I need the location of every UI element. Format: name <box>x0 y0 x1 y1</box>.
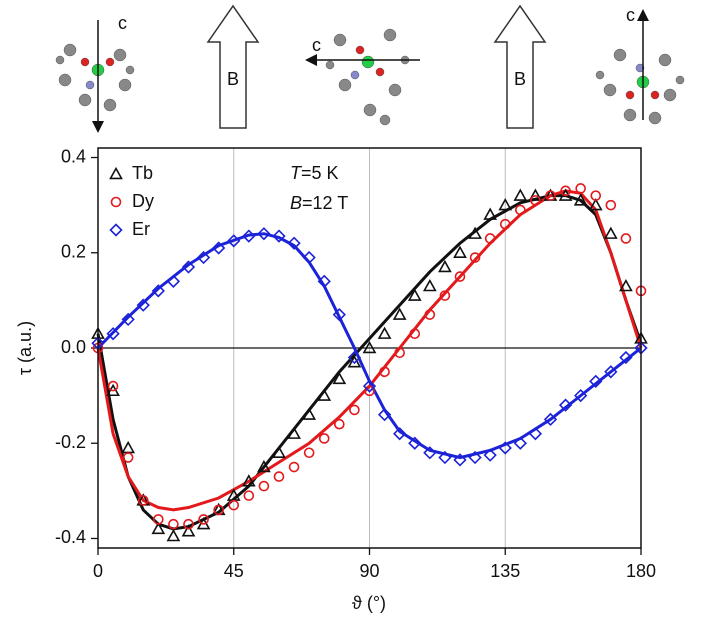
annotation-symbol: B <box>290 193 302 213</box>
axis-label-c: c <box>118 13 127 33</box>
marker <box>320 434 329 443</box>
molecule <box>56 44 134 111</box>
marker <box>169 520 178 529</box>
axis-label-c: c <box>312 35 321 55</box>
marker <box>305 448 314 457</box>
y-tick-label: -0.4 <box>55 527 86 547</box>
marker <box>259 482 268 491</box>
marker <box>275 472 284 481</box>
marker <box>621 234 630 243</box>
marker <box>605 228 616 238</box>
y-tick-label: 0.4 <box>61 146 86 166</box>
x-tick-label: 0 <box>93 561 103 581</box>
legend-marker <box>111 169 122 179</box>
marker <box>335 420 344 429</box>
x-tick-label: 45 <box>224 561 244 581</box>
marker <box>485 209 496 219</box>
x-axis-label: ϑ (°) <box>352 593 386 613</box>
marker <box>350 405 359 414</box>
y-tick-label: -0.2 <box>55 432 86 452</box>
x-tick-label: 180 <box>626 561 656 581</box>
field-label: B <box>514 69 526 89</box>
marker <box>168 531 179 541</box>
marker <box>379 328 390 338</box>
annotation: T=5 K <box>290 163 339 183</box>
annotation: B=12 T <box>290 193 348 213</box>
y-tick-label: 0.2 <box>61 242 86 262</box>
legend-marker <box>112 198 121 207</box>
field-label: B <box>227 69 239 89</box>
x-tick-label: 135 <box>490 561 520 581</box>
axis-label-c: c <box>626 5 635 25</box>
marker <box>576 184 585 193</box>
marker <box>124 453 133 462</box>
marker <box>606 201 615 210</box>
molecule-illustrations <box>56 6 684 130</box>
marker <box>515 190 526 200</box>
y-tick-label: 0.0 <box>61 337 86 357</box>
marker <box>123 443 134 453</box>
y-axis-label: τ (a.u.) <box>15 321 35 375</box>
molecule <box>596 49 684 124</box>
molecule <box>326 29 409 125</box>
legend-marker <box>111 225 122 236</box>
legend-label: Tb <box>132 163 153 183</box>
marker <box>244 491 253 500</box>
legend-label: Dy <box>132 191 154 211</box>
x-tick-label: 90 <box>359 561 379 581</box>
annotation-text: =5 K <box>301 163 339 183</box>
annotation-text: =12 T <box>302 193 348 213</box>
marker <box>290 463 299 472</box>
chart: c B c B c ϑ (°) τ (a.u.) T=5 K B=12 T 04… <box>0 0 711 626</box>
marker <box>424 281 435 291</box>
legend-label: Er <box>132 219 150 239</box>
